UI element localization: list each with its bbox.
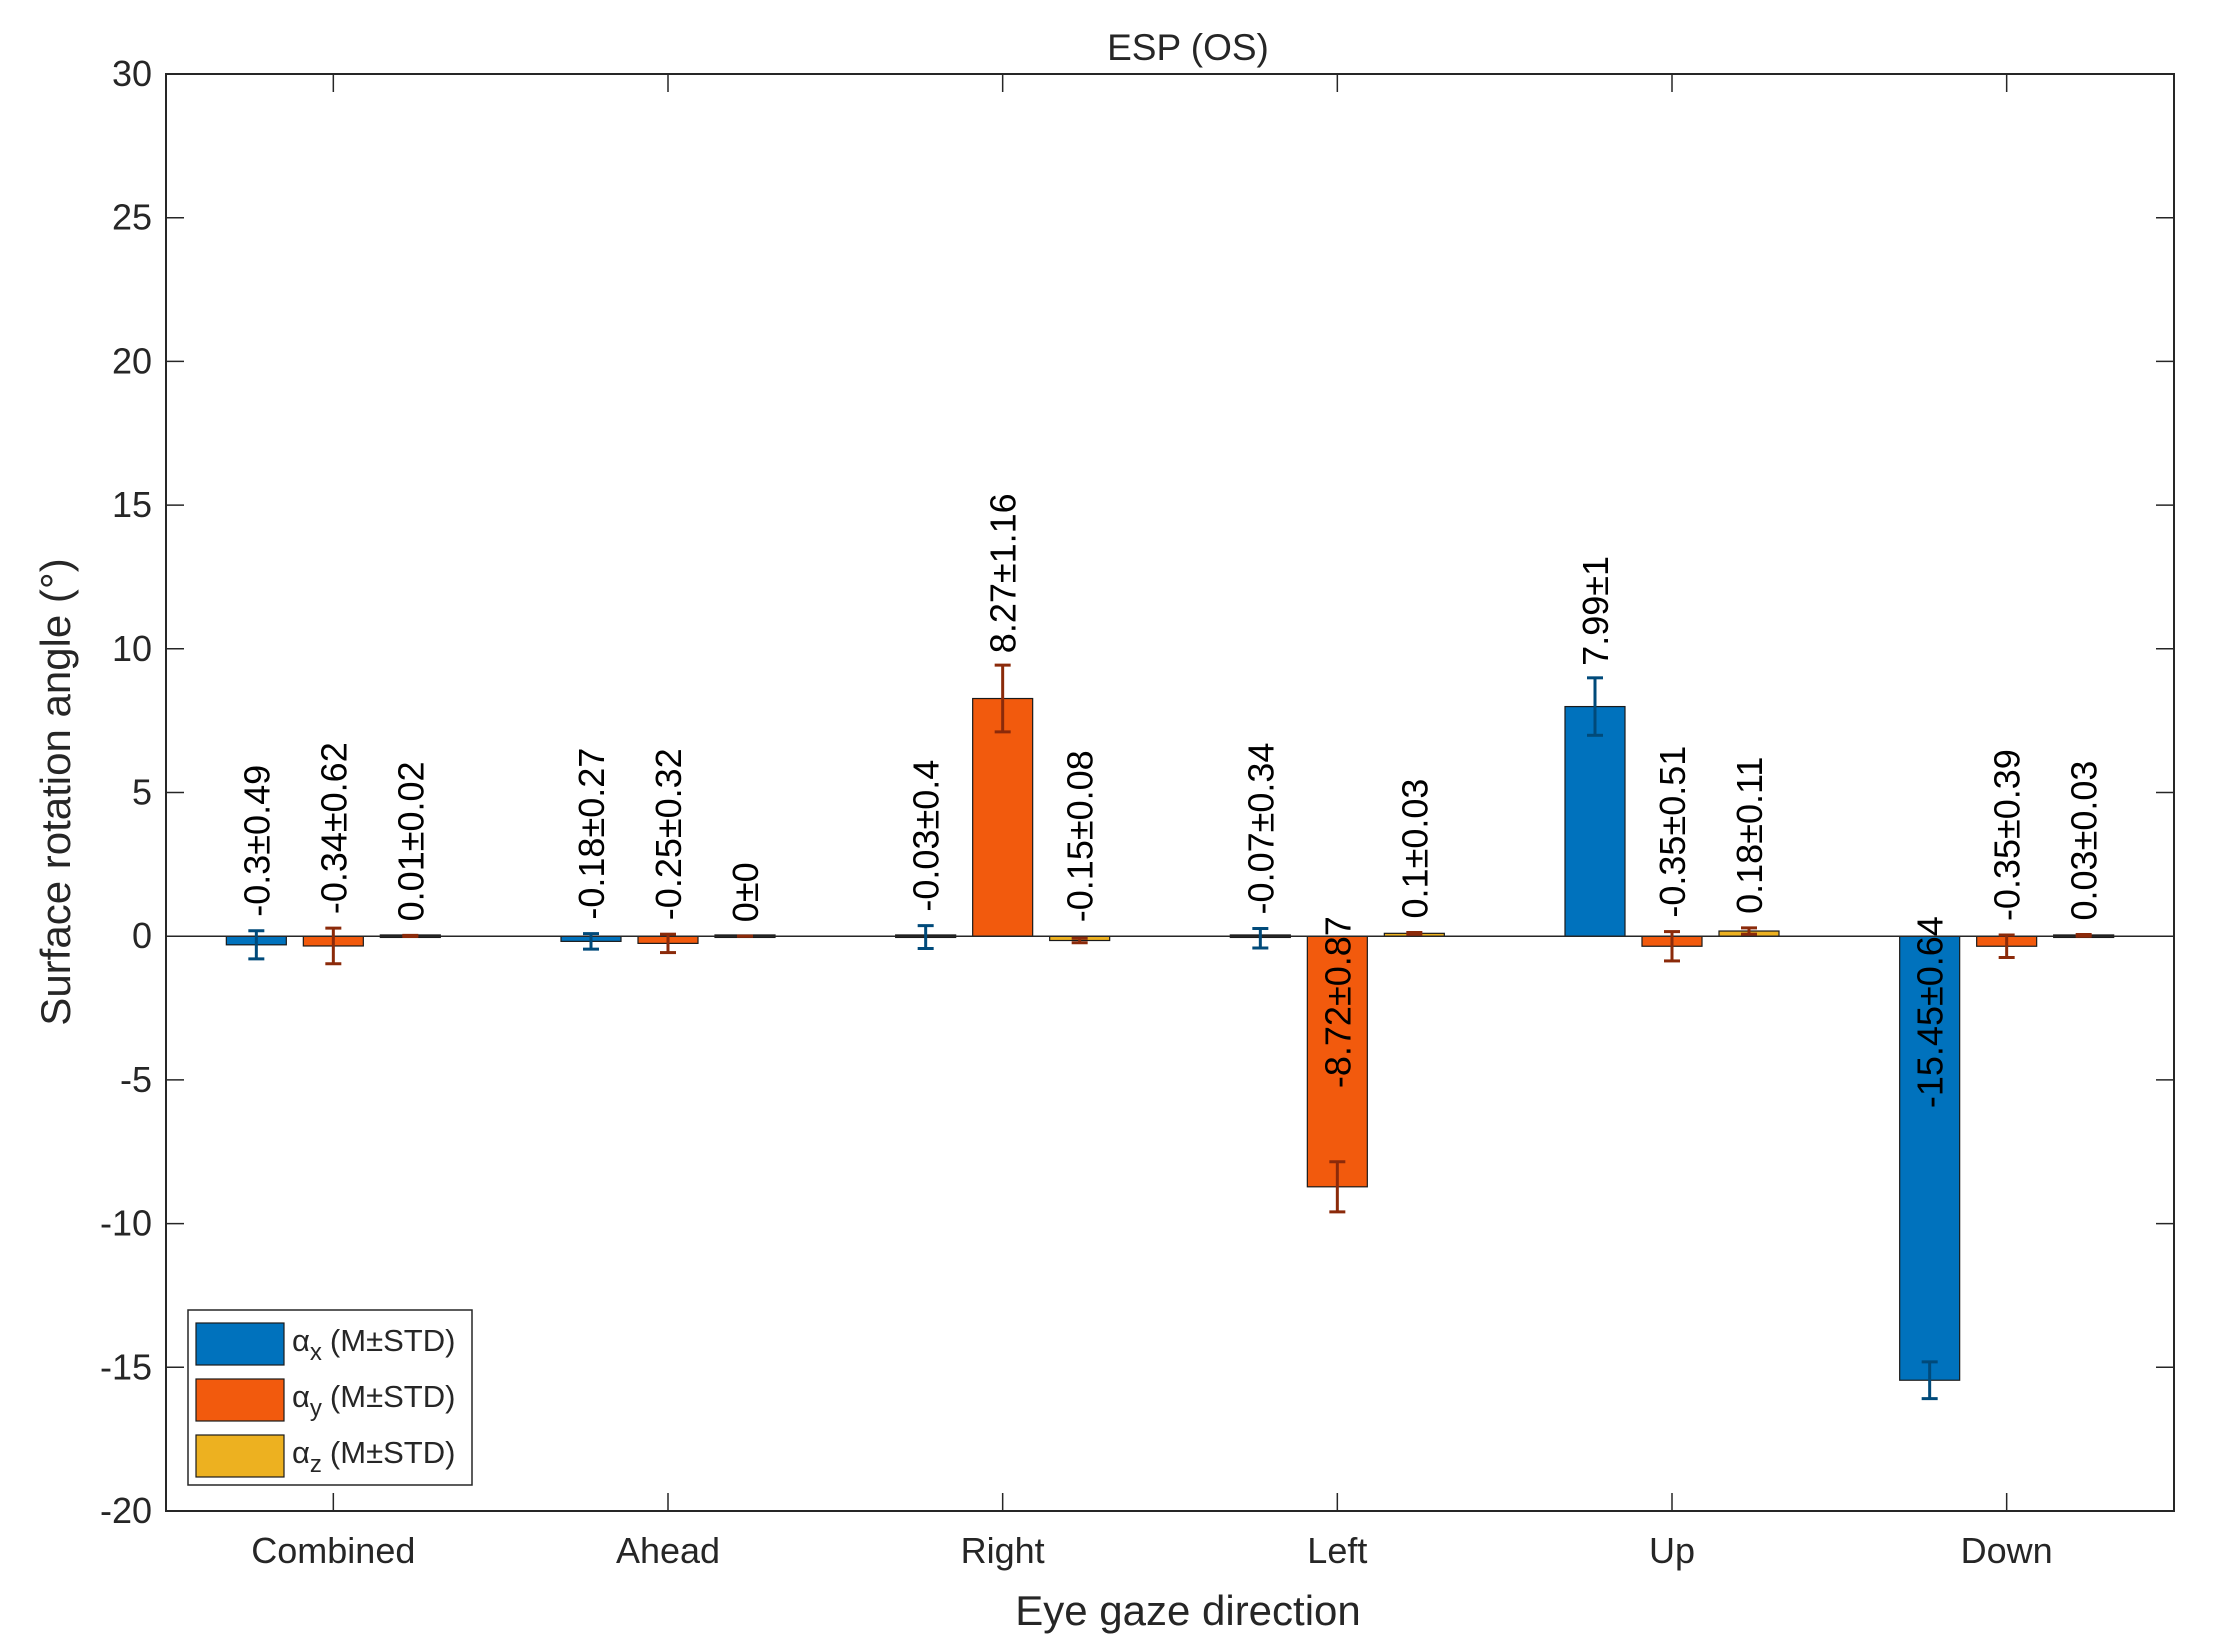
data-label: -0.25±0.32 bbox=[648, 748, 689, 920]
data-labels-layer: -0.3±0.49 -0.18±0.27 -0.03±0.4 -0.07±0.34 7.… bbox=[236, 493, 2104, 1108]
x-tick-label: Ahead bbox=[616, 1530, 720, 1571]
axis-ticks-layer: 30 25 20 15 10 5 0 -5 -10 -15 -20 Combined Ahead Righ… bbox=[100, 53, 2174, 1571]
x-tick-label: Left bbox=[1307, 1530, 1367, 1571]
y-tick-label: 15 bbox=[112, 484, 152, 525]
data-label: 0.03±0.03 bbox=[2064, 761, 2105, 921]
x-axis-label: Eye gaze direction bbox=[1015, 1587, 1361, 1634]
data-label: 8.27±1.16 bbox=[983, 493, 1024, 653]
data-label: -15.45±0.64 bbox=[1910, 916, 1951, 1108]
y-tick-label: 5 bbox=[132, 772, 152, 813]
y-tick-label: 0 bbox=[132, 915, 152, 956]
legend-swatch bbox=[195, 1378, 285, 1422]
data-label: -0.07±0.34 bbox=[1240, 743, 1281, 915]
chart-title: ESP (OS) bbox=[1107, 27, 1269, 68]
legend-label: αz (M±STD) bbox=[292, 1435, 455, 1478]
y-tick-label: 10 bbox=[112, 628, 152, 669]
data-label: 0±0 bbox=[725, 862, 766, 922]
y-tick-label: 25 bbox=[112, 197, 152, 238]
x-tick-label: Down bbox=[1961, 1530, 2053, 1571]
data-label: -0.35±0.39 bbox=[1987, 749, 2028, 921]
y-tick-label: -5 bbox=[120, 1059, 152, 1100]
legend: αx (M±STD) αy (M±STD) αz (M±STD) bbox=[187, 1309, 473, 1486]
data-label: -0.15±0.08 bbox=[1060, 750, 1101, 922]
legend-label: αx (M±STD) bbox=[292, 1323, 455, 1366]
bar bbox=[1899, 935, 1961, 1381]
x-tick-label: Right bbox=[961, 1530, 1045, 1571]
y-tick-label: -10 bbox=[100, 1203, 152, 1244]
y-tick-label: 20 bbox=[112, 340, 152, 381]
data-label: 7.99±1 bbox=[1575, 556, 1616, 666]
bars-layer bbox=[225, 697, 2115, 1381]
x-tick-label: Up bbox=[1649, 1530, 1695, 1571]
data-label: 0.1±0.03 bbox=[1394, 779, 1435, 919]
legend-swatch bbox=[195, 1322, 285, 1366]
data-label: 0.18±0.11 bbox=[1729, 757, 1770, 914]
error-bars-layer bbox=[248, 663, 2092, 1401]
data-label: -0.03±0.4 bbox=[906, 760, 947, 912]
data-label: -0.34±0.62 bbox=[313, 742, 354, 914]
y-tick-label: -15 bbox=[100, 1346, 152, 1387]
data-label: -0.35±0.51 bbox=[1652, 746, 1693, 918]
data-label: 0.01±0.02 bbox=[390, 761, 431, 921]
plot-area bbox=[165, 73, 2175, 1512]
y-tick-label: -20 bbox=[100, 1490, 152, 1531]
bar bbox=[1564, 705, 1626, 937]
data-label: -0.18±0.27 bbox=[571, 748, 612, 920]
data-label: -0.3±0.49 bbox=[236, 765, 277, 917]
x-tick-label: Combined bbox=[251, 1530, 415, 1571]
bar bbox=[972, 697, 1034, 937]
y-tick-label: 30 bbox=[112, 53, 152, 94]
y-axis-label: Surface rotation angle (°) bbox=[32, 558, 79, 1025]
legend-label: αy (M±STD) bbox=[292, 1379, 455, 1422]
legend-swatch bbox=[195, 1434, 285, 1478]
data-label: -8.72±0.87 bbox=[1317, 916, 1358, 1088]
